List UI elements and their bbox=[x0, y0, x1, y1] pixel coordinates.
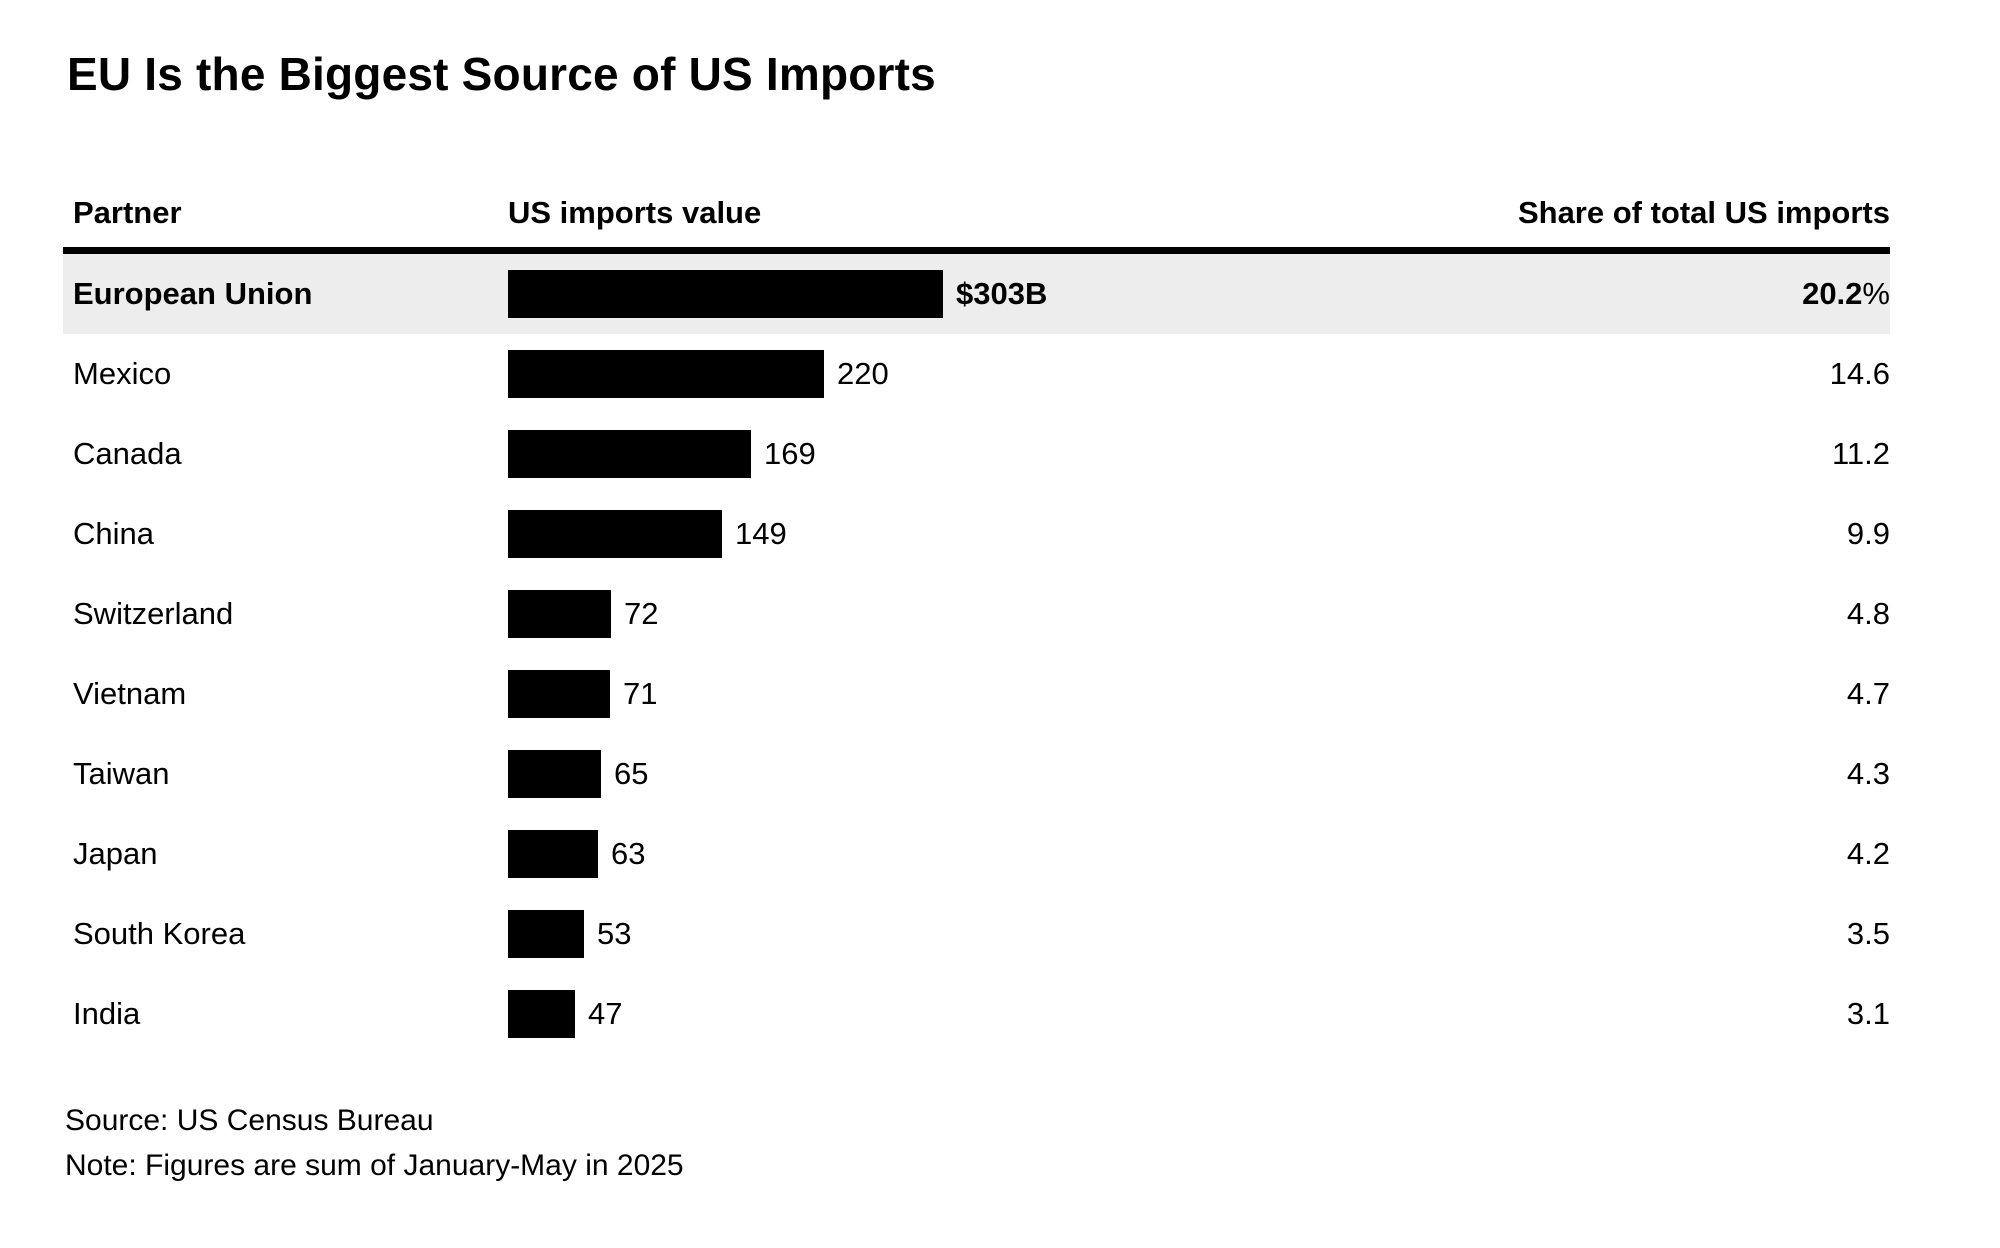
bar bbox=[508, 989, 575, 1038]
bar-value: 65 bbox=[614, 755, 649, 791]
share-value: 3.5 bbox=[1846, 915, 1890, 951]
partner-label: China bbox=[73, 515, 154, 551]
table-row: South Korea 53 3.5 bbox=[63, 894, 1890, 974]
bar bbox=[508, 269, 943, 318]
bar-value: 169 bbox=[764, 435, 816, 471]
bar-value: 149 bbox=[735, 515, 787, 551]
table-row: Japan 63 4.2 bbox=[63, 814, 1890, 894]
bar bbox=[508, 909, 584, 958]
chart-footer: Source: US Census Bureau Note: Figures a… bbox=[65, 1098, 1890, 1188]
share-value: 4.3 bbox=[1846, 755, 1890, 791]
bar bbox=[508, 509, 722, 558]
share-cell: 9.9 bbox=[1847, 516, 1890, 552]
partner-label: Vietnam bbox=[73, 675, 187, 711]
partner-label: India bbox=[73, 995, 141, 1031]
table-row: European Union $303B 20.2% bbox=[63, 253, 1890, 334]
bar-value: $303B bbox=[956, 275, 1048, 311]
table-row: Switzerland 72 4.8 bbox=[63, 574, 1890, 654]
bar bbox=[508, 829, 598, 878]
table-body: European Union $303B 20.2% Mexico 220 14… bbox=[63, 253, 1890, 1054]
table-row: Taiwan 65 4.3 bbox=[63, 734, 1890, 814]
share-value: 4.2 bbox=[1846, 835, 1890, 871]
share-value: 4.7 bbox=[1846, 675, 1890, 711]
table-row: China 149 9.9 bbox=[63, 494, 1890, 574]
column-header-share: Share of total US imports bbox=[1517, 194, 1890, 230]
column-header-value: US imports value bbox=[508, 194, 762, 230]
bar-cell: 72 bbox=[508, 574, 1847, 654]
partner-label: Mexico bbox=[73, 355, 172, 391]
bar-value: 220 bbox=[837, 355, 889, 391]
methodology-note: Note: Figures are sum of January-May in … bbox=[65, 1148, 684, 1182]
partner-label: South Korea bbox=[73, 915, 246, 951]
share-cell: 20.2% bbox=[1802, 276, 1890, 312]
share-value: 11.2 bbox=[1831, 435, 1890, 471]
share-cell: 4.3 bbox=[1847, 756, 1890, 792]
import-chart: EU Is the Biggest Source of US Imports P… bbox=[63, 48, 1890, 1188]
bar-cell: 65 bbox=[508, 734, 1847, 814]
share-cell: 4.8 bbox=[1847, 596, 1890, 632]
share-value: 3.1 bbox=[1846, 995, 1890, 1031]
share-value: 9.9 bbox=[1846, 515, 1890, 551]
share-cell: 4.2 bbox=[1847, 836, 1890, 872]
bar-cell: $303B bbox=[508, 254, 1802, 334]
bar-cell: 63 bbox=[508, 814, 1847, 894]
bar-value: 53 bbox=[597, 915, 632, 951]
share-cell: 3.1 bbox=[1847, 996, 1890, 1032]
bar-cell: 53 bbox=[508, 894, 1847, 974]
partner-label: Taiwan bbox=[73, 755, 170, 791]
share-value: 20.2 bbox=[1802, 275, 1863, 311]
bar-value: 71 bbox=[623, 675, 658, 711]
bar-value: 47 bbox=[588, 995, 623, 1031]
bar bbox=[508, 749, 601, 798]
share-cell: 4.7 bbox=[1847, 676, 1890, 712]
bar-cell: 169 bbox=[508, 414, 1832, 494]
table-row: India 47 3.1 bbox=[63, 974, 1890, 1054]
share-suffix: % bbox=[1862, 275, 1890, 311]
share-value: 4.8 bbox=[1846, 595, 1890, 631]
share-cell: 3.5 bbox=[1847, 916, 1890, 952]
share-cell: 11.2 bbox=[1832, 436, 1890, 472]
table-row: Mexico 220 14.6 bbox=[63, 334, 1890, 414]
partner-label: European Union bbox=[73, 275, 313, 311]
table-header: Partner US imports value Share of total … bbox=[63, 195, 1890, 254]
chart-title: EU Is the Biggest Source of US Imports bbox=[67, 48, 936, 100]
bar bbox=[508, 669, 610, 718]
partner-label: Japan bbox=[73, 835, 158, 871]
table-row: Canada 169 11.2 bbox=[63, 414, 1890, 494]
bar-cell: 47 bbox=[508, 974, 1847, 1054]
bar-value: 72 bbox=[624, 595, 659, 631]
bar-cell: 220 bbox=[508, 334, 1830, 414]
bar-value: 63 bbox=[611, 835, 646, 871]
bar-cell: 71 bbox=[508, 654, 1847, 734]
source-note: Source: US Census Bureau bbox=[65, 1103, 434, 1137]
table-row: Vietnam 71 4.7 bbox=[63, 654, 1890, 734]
share-value: 14.6 bbox=[1829, 355, 1890, 391]
share-cell: 14.6 bbox=[1830, 356, 1890, 392]
column-header-partner: Partner bbox=[73, 194, 182, 230]
bar bbox=[508, 589, 611, 638]
partner-label: Canada bbox=[73, 435, 182, 471]
partner-label: Switzerland bbox=[73, 595, 234, 631]
bar bbox=[508, 349, 824, 398]
bar-cell: 149 bbox=[508, 494, 1847, 574]
bar bbox=[508, 429, 751, 478]
